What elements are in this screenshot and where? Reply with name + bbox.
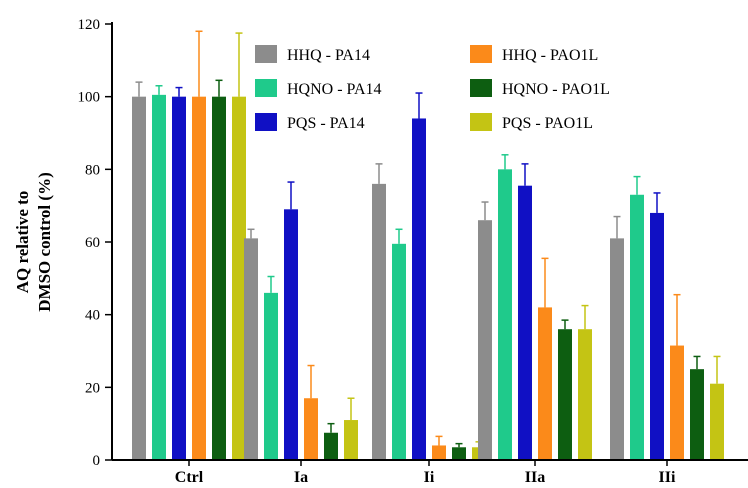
bar — [498, 169, 512, 461]
bar — [232, 96, 246, 461]
legend-label: PQS - PAO1L — [502, 115, 593, 132]
x-tick-label: IIi — [659, 469, 676, 486]
legend-label: HQNO - PA14 — [287, 81, 382, 98]
bar — [284, 209, 298, 460]
legend-label: HHQ - PAO1L — [502, 47, 598, 64]
x-tick-label: Ii — [424, 469, 435, 486]
axes — [111, 22, 748, 461]
legend: HHQ - PA14 HQNO - PA14 PQS - PA14 HHQ - PAO… — [255, 45, 610, 132]
bar — [372, 183, 386, 460]
bar — [452, 447, 466, 460]
y-ticks: 0 20 40 60 80 100 120 — [78, 17, 112, 469]
bar — [518, 185, 532, 460]
legend-swatch — [470, 113, 492, 131]
bar — [610, 238, 624, 460]
legend-swatch — [470, 79, 492, 97]
y-tick-label: 40 — [85, 308, 100, 324]
bar — [132, 96, 146, 461]
bar — [192, 96, 206, 461]
bar — [324, 432, 338, 460]
x-tick-label: Ctrl — [175, 469, 204, 486]
legend-swatch — [255, 113, 277, 131]
y-axis-title: AQ relative to DMSO control (%) — [13, 172, 54, 311]
bar — [538, 307, 552, 460]
x-tick-label: Ia — [294, 469, 308, 486]
x-tick-label: IIa — [525, 469, 545, 486]
legend-swatch — [255, 79, 277, 97]
y-tick-label: 80 — [85, 162, 100, 178]
legend-item: PQS - PAO1L — [470, 113, 593, 132]
bar — [244, 238, 258, 460]
y-tick-label: 0 — [93, 453, 101, 469]
bar — [710, 383, 724, 460]
bar-series — [132, 30, 724, 461]
bar — [670, 345, 684, 460]
bar — [690, 369, 704, 460]
x-tick-labels: Ctrl Ia Ii IIa IIi — [175, 460, 676, 486]
bar — [558, 329, 572, 460]
legend-label: HHQ - PA14 — [287, 47, 370, 64]
y-axis-title-line-1: AQ relative to — [13, 191, 32, 294]
bar — [172, 96, 186, 461]
bar — [412, 118, 426, 460]
y-tick-label: 20 — [85, 380, 100, 396]
y-tick-label: 120 — [78, 17, 101, 33]
bar — [578, 329, 592, 460]
legend-label: PQS - PA14 — [287, 115, 365, 132]
legend-item: HHQ - PAO1L — [470, 45, 598, 64]
legend-item: HQNO - PA14 — [255, 79, 382, 98]
bar — [212, 96, 226, 461]
y-tick-label: 100 — [78, 90, 101, 106]
y-tick-label: 60 — [85, 235, 100, 251]
legend-item: HQNO - PAO1L — [470, 79, 610, 98]
bar — [264, 292, 278, 460]
legend-item: PQS - PA14 — [255, 113, 365, 132]
legend-label: HQNO - PAO1L — [502, 81, 610, 98]
bar — [344, 420, 358, 460]
legend-swatch — [470, 45, 492, 63]
bar — [304, 398, 318, 460]
y-axis-title-line-2: DMSO control (%) — [35, 172, 54, 311]
bar — [152, 94, 166, 460]
bar — [630, 194, 644, 460]
bar — [650, 212, 664, 460]
legend-item: HHQ - PA14 — [255, 45, 370, 64]
legend-swatch — [255, 45, 277, 63]
bar — [392, 243, 406, 460]
bar — [478, 220, 492, 460]
bar — [432, 445, 446, 460]
